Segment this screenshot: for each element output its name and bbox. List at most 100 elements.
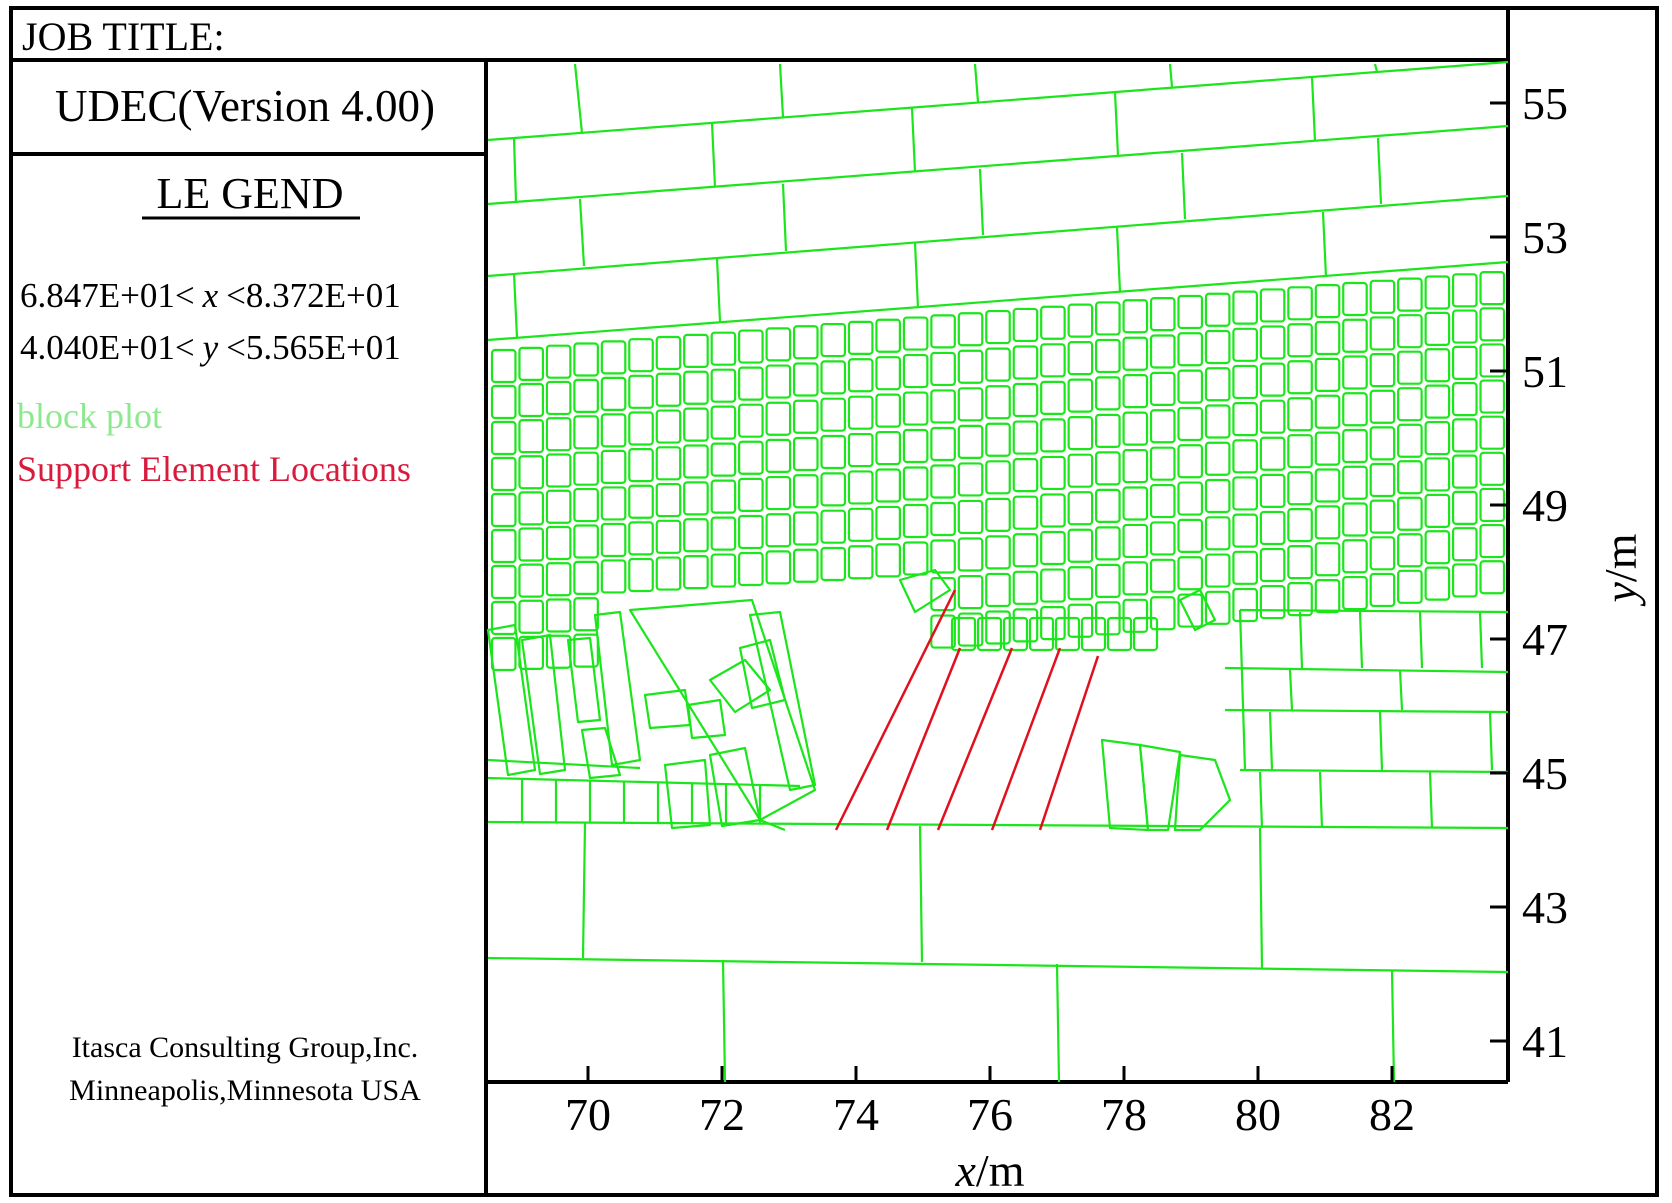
- small-block: [628, 338, 654, 373]
- small-block: [1149, 483, 1176, 519]
- x-tick-label: 78: [1101, 1089, 1147, 1140]
- block-plot: [486, 60, 1509, 1083]
- y-axis-label: y/m: [1595, 533, 1646, 606]
- small-block: [1342, 355, 1368, 390]
- small-block: [1067, 378, 1094, 413]
- small-block: [1342, 318, 1368, 353]
- small-block: [600, 559, 627, 594]
- small-block: [1122, 299, 1149, 334]
- small-block: [902, 316, 929, 351]
- small-block: [1369, 536, 1396, 571]
- small-block: [847, 395, 874, 430]
- x-axis-label: x/m: [955, 1145, 1025, 1196]
- small-block: [930, 464, 956, 499]
- small-block: [1012, 458, 1039, 493]
- legend-title: LE GEND: [157, 169, 344, 218]
- small-block: [1095, 301, 1121, 336]
- y-range-min: 4.040E+01<: [20, 328, 195, 367]
- small-block: [765, 475, 792, 511]
- small-block: [902, 353, 929, 389]
- small-block: [1122, 523, 1149, 559]
- small-block: [1369, 426, 1396, 461]
- y-axis-var: y: [1595, 581, 1646, 606]
- small-block: [573, 342, 599, 377]
- small-block: [683, 518, 709, 553]
- small-block: [545, 380, 572, 416]
- small-block: [600, 376, 627, 411]
- small-block: [985, 385, 1011, 420]
- small-block: [930, 351, 956, 387]
- company-name: Itasca Consulting Group,Inc.: [72, 1031, 419, 1064]
- small-block: [1040, 455, 1066, 491]
- small-block: [957, 424, 984, 459]
- small-block: [875, 318, 901, 353]
- small-block: [1040, 380, 1066, 415]
- small-block: [1204, 367, 1231, 402]
- small-block: [985, 347, 1011, 382]
- small-block: [490, 600, 517, 636]
- small-block: [1259, 288, 1286, 323]
- small-block: [1342, 428, 1368, 464]
- small-block: [710, 479, 737, 514]
- x-tick-label: 80: [1235, 1089, 1281, 1140]
- x-tick-label: 76: [967, 1089, 1013, 1140]
- small-block: [545, 344, 572, 379]
- small-block: [655, 409, 682, 444]
- small-block: [1067, 566, 1094, 601]
- small-block: [683, 444, 709, 479]
- small-block: [710, 405, 737, 440]
- small-block: [820, 360, 847, 395]
- small-block: [765, 513, 792, 548]
- small-block: [985, 535, 1011, 570]
- small-block: [1369, 462, 1396, 498]
- small-block: [1287, 508, 1313, 543]
- small-block: [976, 616, 1003, 652]
- small-block: [1424, 493, 1451, 528]
- small-block: [1028, 616, 1055, 652]
- small-block: [1232, 402, 1258, 437]
- small-block: [1287, 471, 1313, 506]
- small-block: [957, 574, 984, 610]
- small-block: [765, 438, 792, 473]
- support-element: [1038, 655, 1100, 831]
- small-block: [820, 397, 847, 432]
- small-block: [1122, 374, 1149, 409]
- small-block: [1095, 563, 1121, 598]
- small-block: [1259, 584, 1286, 620]
- legend-item-support-elements: Support Element Locations: [17, 449, 411, 489]
- small-block: [1451, 382, 1478, 417]
- small-block: [738, 477, 764, 512]
- small-block: [985, 422, 1011, 457]
- small-block: [1397, 496, 1423, 531]
- y-range-max: <5.565E+01: [226, 328, 401, 367]
- small-block: [1479, 451, 1506, 486]
- small-block: [1397, 314, 1423, 349]
- small-block: [1149, 409, 1176, 444]
- small-block: [1479, 560, 1506, 595]
- small-block: [490, 492, 517, 528]
- small-block: [655, 372, 682, 407]
- small-block: [490, 636, 517, 672]
- small-block: [1479, 379, 1506, 414]
- small-block: [875, 356, 901, 391]
- small-block: [1314, 579, 1341, 614]
- small-block: [545, 525, 572, 561]
- small-block: [1067, 416, 1094, 451]
- small-block: [1287, 323, 1313, 358]
- small-block: [1177, 518, 1204, 553]
- small-block: [875, 468, 901, 503]
- small-block: [1067, 453, 1094, 488]
- x-axis-var: x: [955, 1145, 977, 1196]
- small-block: [847, 470, 874, 505]
- small-block: [1451, 563, 1478, 598]
- support-element: [885, 647, 962, 831]
- small-block: [1451, 527, 1478, 562]
- small-block: [1177, 406, 1204, 442]
- x-tick-label: 70: [565, 1089, 611, 1140]
- program-version: UDEC(Version 4.00): [55, 81, 435, 131]
- small-block: [1204, 404, 1231, 439]
- small-block: [1177, 294, 1204, 330]
- small-block: [490, 564, 517, 600]
- small-block: [1342, 281, 1368, 317]
